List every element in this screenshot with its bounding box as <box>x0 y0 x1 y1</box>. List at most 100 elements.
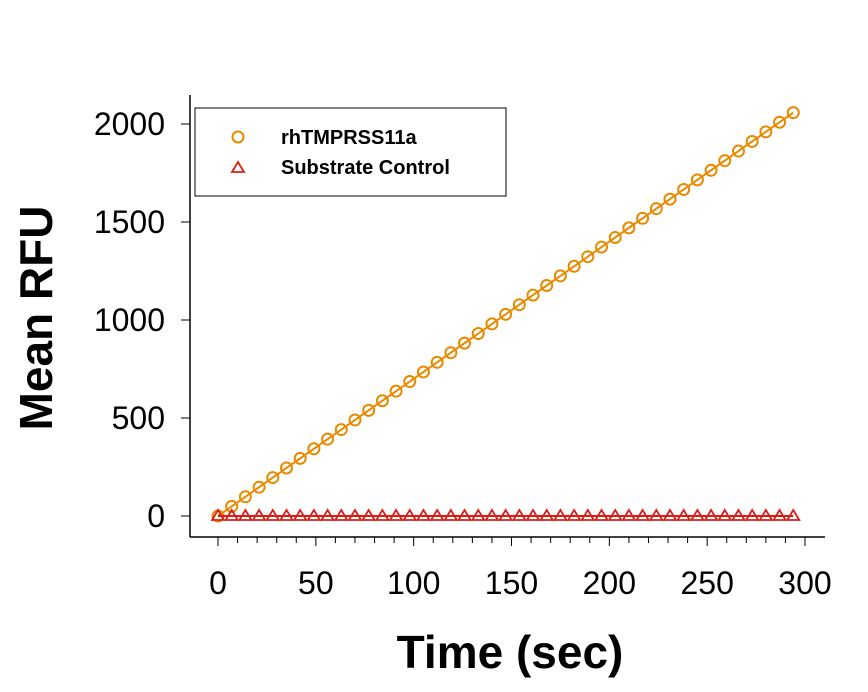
legend-box <box>194 107 507 197</box>
legend-marker-triangle <box>230 160 246 173</box>
data-point-circle <box>252 480 266 494</box>
x-tick-label: 100 <box>387 565 440 601</box>
data-point-circle <box>321 432 335 446</box>
data-point-circle <box>595 240 609 254</box>
series-line-0 <box>217 111 794 517</box>
data-point-triangle <box>388 508 404 521</box>
data-point-triangle <box>607 508 623 521</box>
data-point-circle <box>786 106 800 120</box>
data-point-triangle <box>621 508 637 521</box>
data-point-triangle <box>662 508 678 521</box>
data-point-triangle <box>347 508 363 521</box>
data-point-triangle <box>580 508 596 521</box>
data-point-triangle <box>689 508 705 521</box>
x-tick-label: 200 <box>583 565 636 601</box>
data-point-circle <box>636 211 650 225</box>
data-point-triangle <box>566 508 582 521</box>
data-point-triangle <box>744 508 760 521</box>
data-point-triangle <box>635 508 651 521</box>
y-tick-label: 1000 <box>94 302 165 338</box>
data-point-triangle <box>443 508 459 521</box>
data-point-circle <box>485 317 499 331</box>
data-point-circle <box>266 471 280 485</box>
data-point-circle <box>238 490 252 504</box>
data-point-triangle <box>648 508 664 521</box>
y-tick-label: 0 <box>147 498 165 534</box>
data-point-circle <box>759 125 773 139</box>
data-point-circle <box>731 144 745 158</box>
data-point-circle <box>375 394 389 408</box>
data-point-circle <box>622 221 636 235</box>
data-point-triangle <box>361 508 377 521</box>
data-point-triangle <box>224 508 240 521</box>
data-point-circle <box>389 384 403 398</box>
data-point-circle <box>581 250 595 264</box>
data-point-triangle <box>265 508 281 521</box>
data-point-triangle <box>278 508 295 521</box>
x-axis-label: Time (sec) <box>397 626 624 678</box>
y-tick-label: 2000 <box>94 106 165 142</box>
data-point-circle <box>225 499 239 513</box>
data-point-circle <box>773 115 787 129</box>
data-point-triangle <box>306 508 322 521</box>
data-point-circle <box>745 134 759 148</box>
legend-label-1: Substrate Control <box>281 157 450 179</box>
x-tick-label: 300 <box>778 565 831 601</box>
data-point-circle <box>608 230 622 244</box>
data-point-circle <box>403 375 417 389</box>
data-point-circle <box>567 259 581 273</box>
data-point-triangle <box>511 508 527 521</box>
data-point-triangle <box>771 508 788 521</box>
data-point-triangle <box>498 508 514 521</box>
data-point-circle <box>553 269 567 283</box>
data-point-triangle <box>251 508 267 521</box>
data-point-triangle <box>484 508 500 521</box>
data-point-triangle <box>525 508 541 521</box>
data-point-triangle <box>429 508 445 521</box>
data-point-circle <box>677 182 691 196</box>
data-point-circle <box>334 423 348 437</box>
data-point-triangle <box>292 508 308 521</box>
data-point-circle <box>499 307 513 321</box>
data-point-circle <box>416 365 430 379</box>
data-point-circle <box>458 336 472 350</box>
data-point-triangle <box>717 508 733 521</box>
data-point-circle <box>540 279 554 293</box>
y-tick-label: 1500 <box>94 204 165 240</box>
legend-label-0: rhTMPRSS11a <box>281 127 417 149</box>
data-point-circle <box>526 288 540 302</box>
x-tick-label: 50 <box>298 565 334 601</box>
data-point-triangle <box>237 508 253 521</box>
data-point-triangle <box>785 508 801 521</box>
data-point-triangle <box>703 508 719 521</box>
data-point-circle <box>430 355 444 369</box>
y-axis-label: Mean RFU <box>10 206 62 431</box>
data-point-circle <box>704 163 718 177</box>
data-point-triangle <box>333 508 349 521</box>
data-point-triangle <box>593 508 610 521</box>
data-point-circle <box>663 192 677 206</box>
data-point-circle <box>690 173 704 187</box>
data-point-circle <box>348 413 362 427</box>
data-point-circle <box>279 461 293 475</box>
data-point-circle <box>471 327 485 341</box>
data-point-triangle <box>730 508 747 521</box>
x-tick-label: 0 <box>209 565 227 601</box>
data-point-circle <box>293 451 307 465</box>
data-point-triangle <box>539 508 555 521</box>
data-point-triangle <box>210 508 226 521</box>
data-point-triangle <box>456 508 473 521</box>
data-point-circle <box>718 154 732 168</box>
legend: rhTMPRSS11a Substrate Control <box>194 107 507 197</box>
data-point-circle <box>362 403 376 417</box>
data-point-circle <box>307 442 321 456</box>
data-point-triangle <box>758 508 774 521</box>
data-point-triangle <box>415 508 432 521</box>
data-point-triangle <box>552 508 569 521</box>
data-point-triangle <box>402 508 418 521</box>
data-point-triangle <box>374 508 390 521</box>
y-tick-label: 500 <box>112 400 165 436</box>
data-point-triangle <box>676 508 692 521</box>
data-point-triangle <box>319 508 336 521</box>
